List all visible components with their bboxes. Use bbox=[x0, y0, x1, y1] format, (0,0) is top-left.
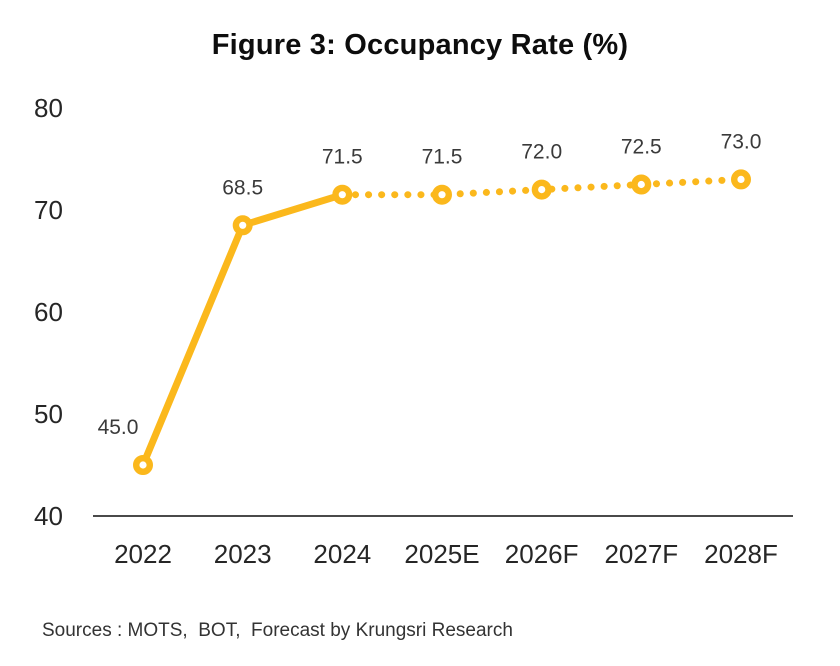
data-point-marker bbox=[232, 215, 253, 236]
data-point-marker bbox=[731, 169, 752, 190]
data-point-label: 72.0 bbox=[521, 141, 562, 164]
x-axis-category-label: 2026F bbox=[505, 539, 579, 569]
x-axis-category-label: 2024 bbox=[313, 539, 371, 569]
y-axis-tick-label: 50 bbox=[34, 399, 63, 429]
y-axis-tick-label: 70 bbox=[34, 195, 63, 225]
data-point-marker bbox=[132, 455, 153, 476]
x-axis-category-label: 2028F bbox=[704, 539, 778, 569]
x-axis-category-label: 2025E bbox=[404, 539, 479, 569]
data-point-marker bbox=[332, 184, 353, 205]
data-point-marker bbox=[631, 174, 652, 195]
x-axis-category-label: 2027F bbox=[604, 539, 678, 569]
data-point-label: 71.5 bbox=[322, 146, 363, 169]
data-point-label: 73.0 bbox=[721, 130, 762, 153]
y-axis-tick-label: 80 bbox=[34, 93, 63, 123]
data-point-label: 68.5 bbox=[222, 176, 263, 199]
data-point-label: 72.5 bbox=[621, 136, 662, 159]
data-point-marker bbox=[432, 184, 453, 205]
x-axis-category-label: 2022 bbox=[114, 539, 172, 569]
data-point-label: 71.5 bbox=[422, 146, 463, 169]
chart-title: Figure 3: Occupancy Rate (%) bbox=[211, 29, 629, 61]
data-point-marker bbox=[531, 179, 552, 200]
y-axis-tick-label: 40 bbox=[34, 501, 63, 531]
y-axis-tick-label: 60 bbox=[34, 297, 63, 327]
x-axis-category-label: 2023 bbox=[214, 539, 272, 569]
source-note: Sources : MOTS, BOT, Forecast by Krungsr… bbox=[42, 620, 513, 641]
data-point-label: 45.0 bbox=[98, 416, 139, 439]
